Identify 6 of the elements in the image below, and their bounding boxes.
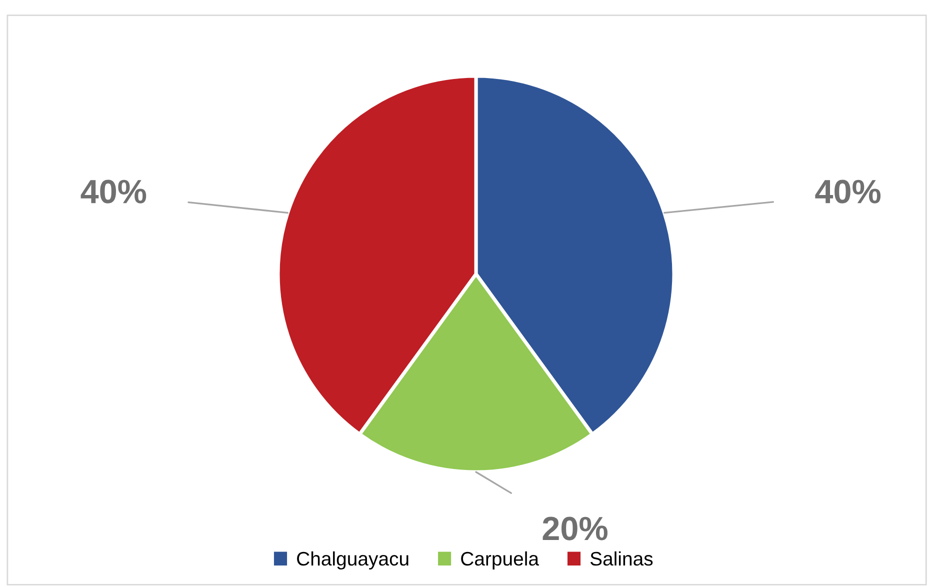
legend-label: Chalguayacu — [297, 551, 408, 570]
data-label: 40% — [80, 180, 146, 204]
data-label: 40% — [815, 180, 881, 204]
legend-label: Salinas — [590, 551, 653, 566]
legend-label: Carpuela — [461, 551, 540, 570]
data-label: 20% — [542, 516, 608, 540]
